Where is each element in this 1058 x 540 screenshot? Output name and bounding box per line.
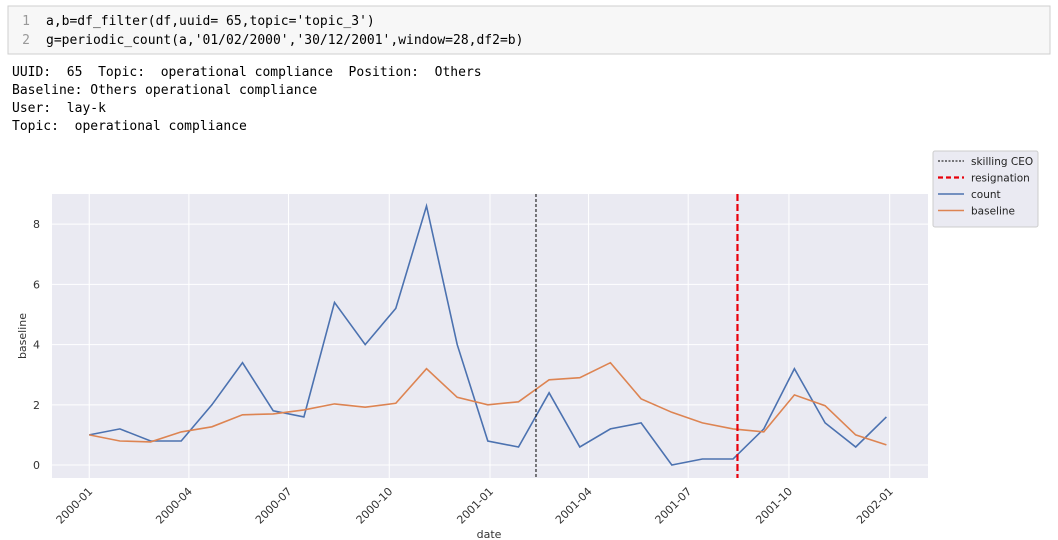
legend — [932, 150, 1039, 228]
code-line: g=periodic_count(a,'01/02/2000','30/12/2… — [46, 33, 523, 48]
y-tick-label: 8 — [33, 218, 40, 231]
x-tick-label: 2000-01 — [54, 485, 96, 527]
code-line: a,b=df_filter(df,uuid= 65,topic='topic_3… — [46, 14, 375, 29]
output-line: User: lay-k — [12, 101, 106, 116]
output-line: Topic: operational compliance — [12, 119, 247, 134]
line-number: 1 — [22, 14, 30, 29]
y-tick-label: 4 — [33, 339, 40, 352]
legend-label: resignation — [971, 173, 1030, 185]
y-axis-label: baseline — [16, 313, 29, 359]
x-tick-label: 2001-10 — [753, 485, 795, 527]
x-tick-label: 2001-04 — [553, 485, 595, 527]
y-tick-label: 0 — [33, 459, 40, 472]
y-tick-label: 6 — [33, 278, 40, 291]
output-line: UUID: 65 Topic: operational compliance P… — [12, 65, 482, 80]
legend-label: count — [971, 189, 1001, 201]
line-number: 2 — [22, 33, 30, 48]
output-line: Baseline: Others operational compliance — [12, 83, 317, 98]
x-tick-label: 2001-07 — [653, 485, 695, 527]
series-line — [89, 202, 887, 466]
legend-label: baseline — [971, 206, 1015, 218]
x-tick-label: 2000-04 — [153, 485, 195, 527]
x-tick-label: 2000-07 — [253, 485, 295, 527]
x-tick-label: 2000-10 — [354, 485, 396, 527]
legend-label: skilling CEO — [971, 156, 1033, 168]
code-cell[interactable] — [7, 5, 1051, 55]
x-axis-label: date — [477, 528, 502, 540]
series-line — [89, 361, 887, 446]
y-tick-label: 2 — [33, 399, 40, 412]
x-tick-label: 2002-01 — [854, 485, 896, 527]
x-tick-label: 2001-01 — [454, 485, 496, 527]
